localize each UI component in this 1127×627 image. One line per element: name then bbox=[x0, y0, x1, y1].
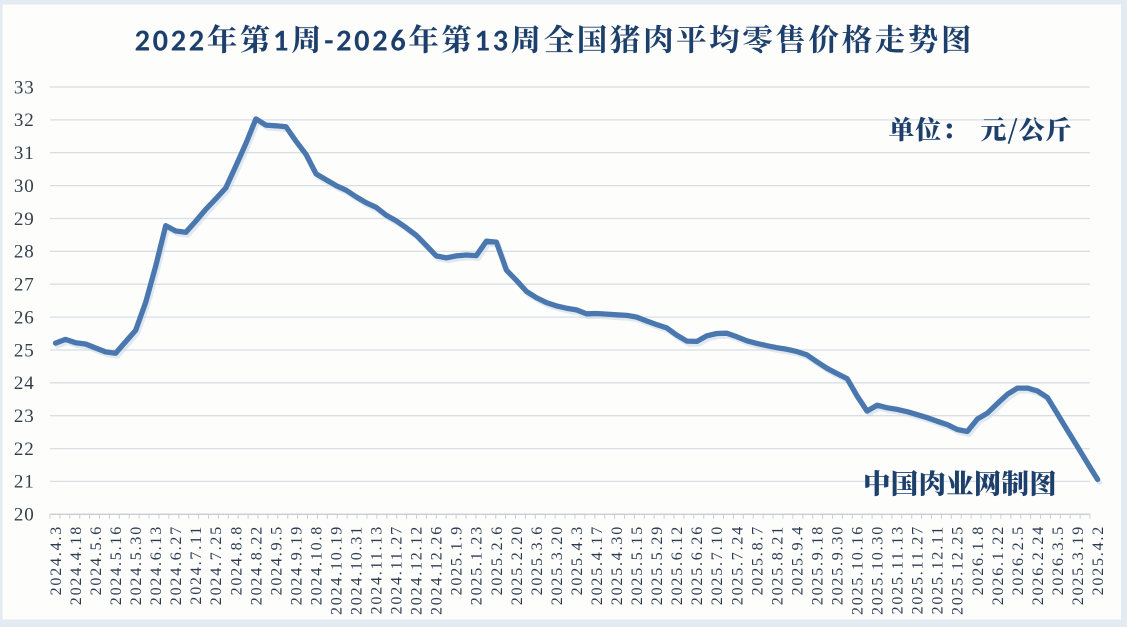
svg-text:2025.4.3: 2025.4.3 bbox=[569, 525, 586, 595]
svg-text:2024.9.5: 2024.9.5 bbox=[268, 525, 285, 595]
svg-text:2024.5.16: 2024.5.16 bbox=[108, 525, 125, 605]
svg-text:2025.6.12: 2025.6.12 bbox=[669, 525, 686, 605]
svg-text:23: 23 bbox=[14, 406, 35, 427]
svg-text:2025.4.30: 2025.4.30 bbox=[609, 525, 626, 605]
svg-text:2024.4.18: 2024.4.18 bbox=[68, 525, 85, 605]
svg-text:2025.8.21: 2025.8.21 bbox=[769, 525, 786, 605]
svg-text:27: 27 bbox=[14, 275, 35, 296]
svg-text:30: 30 bbox=[14, 176, 35, 197]
svg-text:2025.9.30: 2025.9.30 bbox=[830, 525, 847, 605]
svg-text:26: 26 bbox=[14, 307, 35, 328]
svg-text:2024.6.13: 2024.6.13 bbox=[148, 525, 165, 605]
svg-text:2026.3.5: 2026.3.5 bbox=[1050, 525, 1067, 595]
svg-text:2025.7.24: 2025.7.24 bbox=[729, 525, 746, 605]
svg-text:2025.11.13: 2025.11.13 bbox=[890, 525, 907, 614]
svg-text:2024.10.19: 2024.10.19 bbox=[329, 525, 346, 615]
svg-text:2026.1.22: 2026.1.22 bbox=[990, 525, 1007, 605]
svg-text:2025.7.10: 2025.7.10 bbox=[709, 525, 726, 605]
svg-text:2024.11.13: 2024.11.13 bbox=[369, 525, 386, 614]
svg-text:2024.7.25: 2024.7.25 bbox=[208, 525, 225, 605]
svg-text:33: 33 bbox=[14, 77, 35, 98]
svg-text:2025.10.16: 2025.10.16 bbox=[850, 525, 867, 615]
svg-text:2024.12.12: 2024.12.12 bbox=[409, 525, 426, 615]
svg-text:32: 32 bbox=[14, 110, 35, 131]
svg-text:2024.7.11: 2024.7.11 bbox=[188, 525, 205, 605]
svg-text:2024.5.30: 2024.5.30 bbox=[128, 525, 145, 605]
svg-text:21: 21 bbox=[14, 472, 35, 493]
svg-text:2025.11.27: 2025.11.27 bbox=[910, 525, 927, 614]
svg-text:2025.5.29: 2025.5.29 bbox=[649, 525, 666, 605]
svg-text:2026.1.8: 2026.1.8 bbox=[970, 525, 987, 595]
svg-text:22: 22 bbox=[14, 439, 35, 460]
svg-text:2025.10.30: 2025.10.30 bbox=[870, 525, 887, 615]
svg-text:25: 25 bbox=[14, 340, 35, 361]
svg-text:2025.4.2: 2025.4.2 bbox=[1090, 525, 1107, 595]
svg-text:2024.12.26: 2024.12.26 bbox=[429, 525, 446, 615]
svg-text:2026.2.24: 2026.2.24 bbox=[1030, 525, 1047, 605]
svg-text:2025.8.7: 2025.8.7 bbox=[749, 525, 766, 595]
svg-text:31: 31 bbox=[14, 143, 35, 164]
svg-text:2024.4.3: 2024.4.3 bbox=[48, 525, 65, 595]
svg-text:2024.11.27: 2024.11.27 bbox=[389, 525, 406, 614]
svg-text:2024.8.8: 2024.8.8 bbox=[228, 525, 245, 595]
svg-text:2024.8.22: 2024.8.22 bbox=[248, 525, 265, 605]
svg-text:2024.6.27: 2024.6.27 bbox=[168, 525, 185, 605]
svg-text:2025.1.9: 2025.1.9 bbox=[449, 525, 466, 595]
svg-text:2025.2.20: 2025.2.20 bbox=[509, 525, 526, 605]
svg-text:2025.3.6: 2025.3.6 bbox=[529, 525, 546, 595]
svg-text:2024.10.8: 2024.10.8 bbox=[308, 525, 325, 605]
svg-text:29: 29 bbox=[14, 209, 35, 230]
svg-text:2025.2.6: 2025.2.6 bbox=[489, 525, 506, 595]
svg-text:2024.9.19: 2024.9.19 bbox=[288, 525, 305, 605]
svg-text:2025.3.20: 2025.3.20 bbox=[549, 525, 566, 605]
svg-text:2024.5.6: 2024.5.6 bbox=[88, 525, 105, 595]
svg-text:2025.12.25: 2025.12.25 bbox=[950, 525, 967, 615]
svg-text:2025.9.4: 2025.9.4 bbox=[789, 525, 806, 595]
svg-text:2025.6.26: 2025.6.26 bbox=[689, 525, 706, 605]
svg-text:28: 28 bbox=[14, 242, 35, 263]
svg-text:2026.2.5: 2026.2.5 bbox=[1010, 525, 1027, 595]
svg-text:20: 20 bbox=[14, 505, 35, 526]
svg-text:24: 24 bbox=[14, 373, 35, 394]
svg-text:2025.9.18: 2025.9.18 bbox=[809, 525, 826, 605]
svg-text:2025.5.15: 2025.5.15 bbox=[629, 525, 646, 605]
svg-text:2025.1.23: 2025.1.23 bbox=[469, 525, 486, 605]
svg-text:2025.4.17: 2025.4.17 bbox=[589, 525, 606, 605]
svg-text:2025.3.19: 2025.3.19 bbox=[1070, 525, 1087, 605]
svg-text:2025.12.11: 2025.12.11 bbox=[930, 525, 947, 614]
svg-text:2024.10.31: 2024.10.31 bbox=[349, 525, 366, 615]
